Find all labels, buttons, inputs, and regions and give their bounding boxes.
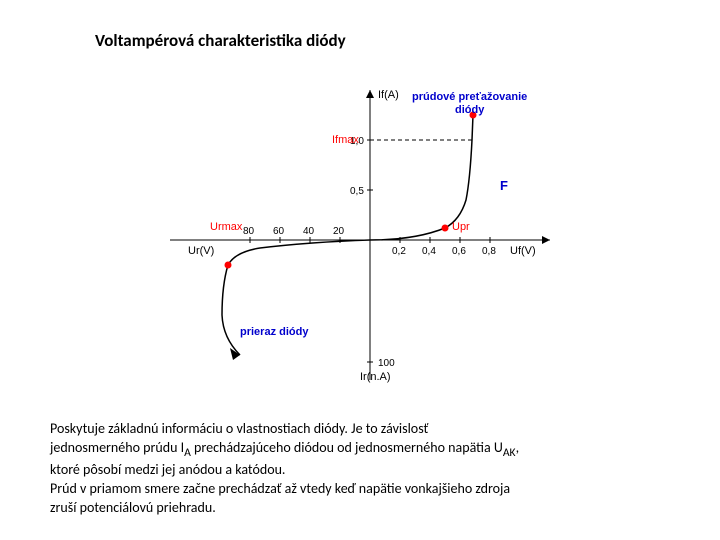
svg-text:80: 80 (243, 226, 255, 237)
label-ifmax: Ifmax (332, 134, 359, 146)
svg-text:0,4: 0,4 (422, 246, 436, 257)
svg-text:0,5: 0,5 (350, 186, 364, 197)
svg-text:40: 40 (303, 226, 315, 237)
page-title: Voltampérová charakteristika diódy (95, 30, 346, 51)
label-overload-1: prúdové preťažovanie (412, 91, 527, 103)
label-urmax: Urmax (210, 221, 243, 233)
svg-text:0,6: 0,6 (452, 246, 466, 257)
label-f: F (500, 178, 508, 193)
label-ir-100: 100 (378, 358, 395, 369)
label-ir-na: Ir(n.A) (360, 371, 391, 383)
svg-text:0,2: 0,2 (392, 246, 406, 257)
label-uf-v: Uf(V) (510, 245, 536, 257)
y-axis-arrow (366, 90, 374, 98)
iv-chart: 0,20,40,60,8 20406080 0,51,0 If(A) Ifmax… (150, 70, 580, 400)
label-if-a: If(A) (378, 89, 399, 101)
label-upr: Upr (452, 221, 470, 233)
description-paragraph: Poskytuje základnú informáciu o vlastnos… (50, 420, 680, 518)
label-overload-2: diódy (455, 104, 485, 116)
svg-text:0,8: 0,8 (482, 246, 496, 257)
upr-point (442, 225, 449, 232)
svg-text:20: 20 (333, 226, 345, 237)
label-ur-v: Ur(V) (188, 245, 214, 257)
breakdown-point (225, 262, 232, 269)
label-breakdown: prieraz diódy (240, 326, 309, 338)
svg-text:60: 60 (273, 226, 285, 237)
x-axis-arrow (542, 236, 550, 244)
